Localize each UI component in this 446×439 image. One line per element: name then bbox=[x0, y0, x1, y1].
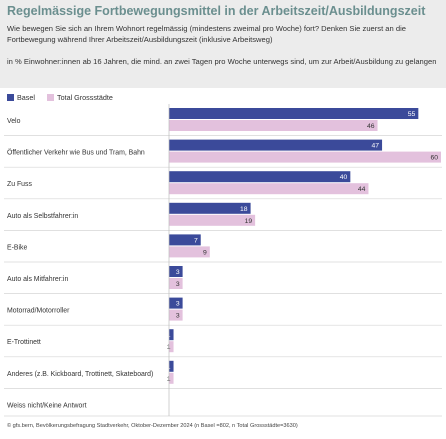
legend-swatch-total bbox=[46, 93, 54, 101]
category-label: Zu Fuss bbox=[7, 181, 32, 188]
bar-basel bbox=[169, 202, 251, 214]
category-label: Velo bbox=[7, 118, 21, 125]
bar-total bbox=[169, 120, 378, 131]
data-label-total: 19 bbox=[245, 218, 253, 225]
category-label: Auto als Selbstfahrer:in bbox=[7, 213, 78, 220]
legend-label-basel: Basel bbox=[17, 92, 35, 102]
category-label: E-Bike bbox=[7, 244, 27, 251]
bar-total bbox=[169, 341, 174, 353]
data-label-basel: 7 bbox=[194, 237, 198, 244]
legend-label-total: Total Grossstädte bbox=[56, 92, 113, 102]
bar-total bbox=[169, 151, 441, 163]
data-label-basel: 3 bbox=[176, 269, 180, 276]
bar-total bbox=[169, 214, 256, 226]
bar-total bbox=[169, 183, 369, 195]
chart-title: Regelmässige Fortbewegungsmittel in der … bbox=[7, 4, 426, 18]
bar-total bbox=[169, 246, 210, 258]
data-label-total: 44 bbox=[358, 186, 366, 193]
bar-basel bbox=[169, 234, 201, 246]
bar-basel bbox=[169, 266, 183, 277]
legend: Basel Total Grossstädte bbox=[7, 92, 123, 102]
data-label-basel: 47 bbox=[372, 143, 380, 150]
legend-item-total: Total Grossstädte bbox=[46, 92, 113, 102]
category-label: Auto als Mitfahrer:in bbox=[7, 276, 68, 283]
data-label-total: 3 bbox=[176, 281, 180, 288]
bar-basel bbox=[169, 139, 383, 151]
data-label-basel: 3 bbox=[176, 301, 180, 308]
data-label-basel: 40 bbox=[340, 174, 348, 181]
data-label-total: 46 bbox=[367, 123, 375, 130]
legend-swatch-basel bbox=[7, 93, 14, 101]
chart-header: Regelmässige Fortbewegungsmittel in der … bbox=[0, 0, 446, 88]
survey-question: Wie bewegen Sie sich an Ihrem Wohnort re… bbox=[7, 24, 406, 44]
category-label: Anderes (z.B. Kickboard, Trottinett, Ska… bbox=[7, 371, 153, 378]
bar-basel bbox=[169, 360, 174, 372]
data-label-basel: 18 bbox=[240, 206, 248, 213]
bar-basel bbox=[169, 108, 419, 119]
data-label-total: 3 bbox=[176, 313, 180, 320]
source-note: © gfs.bern, Bevölkerungsbefragung Stadtv… bbox=[7, 423, 298, 429]
data-label-basel: 55 bbox=[408, 111, 416, 118]
category-label: Öffentlicher Verkehr wie Bus und Tram, B… bbox=[7, 149, 145, 157]
bar-total bbox=[169, 372, 174, 384]
bar-total bbox=[169, 309, 183, 321]
data-label-total: 9 bbox=[203, 249, 207, 256]
category-label: E-Trottinett bbox=[7, 339, 41, 346]
chart-subtitle: in % Einwohner:innen ab 16 Jahren, die m… bbox=[7, 57, 437, 66]
category-label: Motorrad/Motorroller bbox=[7, 308, 70, 315]
bar-basel bbox=[169, 297, 183, 309]
data-label-total: 60 bbox=[430, 155, 438, 162]
bar-total bbox=[169, 278, 183, 289]
legend-item-basel: Basel bbox=[7, 92, 35, 102]
category-label: Weiss nicht/Keine Antwort bbox=[7, 402, 87, 409]
bar-basel bbox=[169, 329, 174, 341]
bar-basel bbox=[169, 171, 351, 183]
